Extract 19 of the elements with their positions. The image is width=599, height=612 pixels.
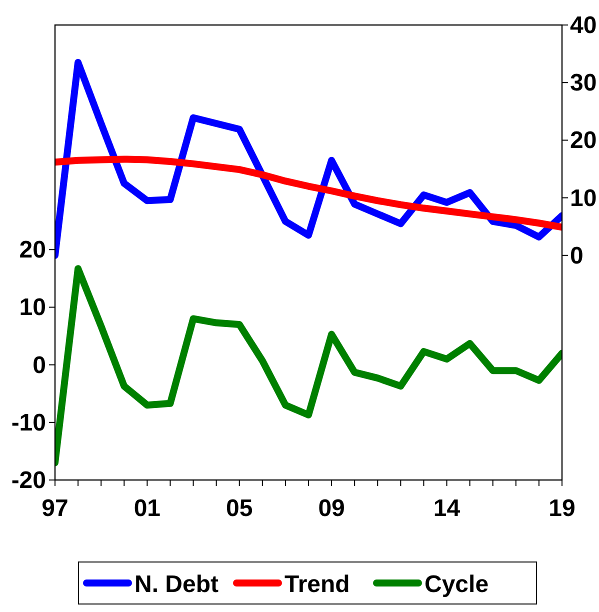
y2-tick-label: 0 (570, 242, 584, 270)
y-tick-label: 20 (19, 236, 46, 264)
y-tick-label: 0 (32, 352, 46, 379)
y-tick-label: -20 (11, 467, 46, 494)
y-tick-label: -10 (11, 409, 46, 436)
x-tick-label: 19 (548, 495, 576, 522)
x-tick-label: 14 (433, 495, 461, 522)
legend-label: Trend (284, 571, 350, 598)
x-tick-label: 05 (226, 495, 253, 522)
x-tick-label: 01 (134, 495, 161, 522)
y2-tick-label: 30 (570, 70, 597, 97)
x-tick-label: 09 (318, 495, 345, 522)
legend-label: Cycle (424, 571, 489, 598)
y2-tick-label: 10 (570, 184, 597, 212)
y2-tick-label: 20 (570, 127, 597, 154)
x-tick-label: 97 (42, 495, 68, 522)
y2-tick-label: 40 (570, 12, 597, 39)
legend-label: N. Debt (134, 571, 219, 598)
y-tick-label: 10 (19, 294, 46, 322)
